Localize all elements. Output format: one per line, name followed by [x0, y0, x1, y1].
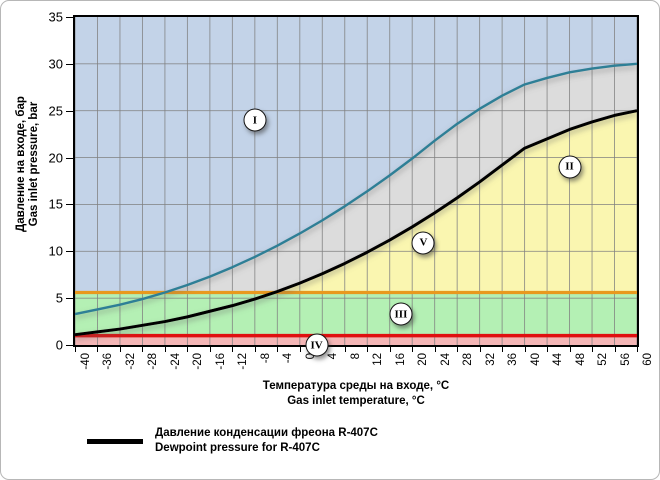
- x-tick-label: -20: [192, 353, 205, 370]
- x-tick-mark: [254, 347, 256, 352]
- x-tick-label: 20: [417, 353, 430, 366]
- y-axis-title-en: Gas inlet pressure, bar: [28, 101, 40, 227]
- y-tick-label: 30: [48, 56, 63, 72]
- y-axis-title: Давление на входе, бар Gas inlet pressur…: [15, 44, 41, 284]
- x-tick-label: -24: [169, 353, 182, 370]
- y-tick-label: 5: [55, 290, 63, 306]
- dewpoint-curve: [75, 109, 637, 337]
- x-tick-label: -16: [214, 353, 227, 370]
- region-IV-red: [75, 335, 637, 345]
- x-tick-label: 48: [574, 353, 587, 366]
- zone-marker-iv: IV: [305, 333, 329, 357]
- x-axis-title-ru: Температура среды на входе, °C: [262, 380, 450, 392]
- y-tick-label: 35: [48, 9, 63, 25]
- x-tick-label: 16: [394, 353, 407, 366]
- x-tick-label: 28: [462, 353, 475, 366]
- x-tick-label: 32: [484, 353, 497, 366]
- y-tick-label: 15: [48, 196, 63, 212]
- x-tick-mark: [524, 347, 526, 352]
- x-tick-mark: [209, 347, 211, 352]
- x-tick-mark: [547, 347, 549, 352]
- x-tick-label: -4: [282, 353, 295, 364]
- x-tick-label: 56: [619, 353, 632, 366]
- y-axis-title-ru: Давление на входе, бар: [15, 96, 27, 232]
- plot-svg: [75, 17, 637, 345]
- x-tick-mark: [187, 347, 189, 352]
- zone-marker-iii: III: [389, 302, 413, 326]
- x-tick-mark: [299, 347, 301, 352]
- x-tick-label: 36: [507, 353, 520, 366]
- x-tick-mark: [344, 347, 346, 352]
- plot-area: [73, 15, 639, 347]
- x-tick-label: 44: [552, 353, 565, 366]
- x-tick-mark: [389, 347, 391, 352]
- y-tick-mark: [66, 298, 73, 300]
- x-axis-title-en: Gas inlet temperature, °C: [287, 395, 425, 407]
- x-tick-mark: [457, 347, 459, 352]
- y-tick-mark: [66, 17, 73, 18]
- zone-marker-ii: II: [558, 155, 582, 179]
- x-tick-label: -12: [237, 353, 250, 370]
- x-tick-label: -8: [259, 353, 272, 364]
- y-tick-label: 20: [48, 150, 63, 166]
- x-tick-mark: [614, 347, 616, 352]
- x-tick-mark: [75, 347, 76, 352]
- x-tick-label: -32: [124, 353, 137, 370]
- legend-label-ru: Давление конденсации фреона R-407C: [155, 427, 378, 439]
- x-tick-mark: [232, 347, 234, 352]
- y-tick-mark: [66, 345, 73, 346]
- y-tick-mark: [66, 204, 73, 206]
- x-tick-label: 4: [327, 353, 340, 360]
- region-III-green: [75, 292, 637, 336]
- x-tick-mark: [479, 347, 481, 352]
- y-tick-mark: [66, 63, 73, 65]
- x-tick-label: 8: [349, 353, 362, 360]
- zone-marker-i: I: [243, 108, 267, 132]
- x-tick-mark: [434, 347, 436, 352]
- x-tick-label: 52: [597, 353, 610, 366]
- x-tick-mark: [97, 347, 99, 352]
- region-II-yellow: [75, 110, 637, 335]
- y-axis: 0 5 10 15 20 25 30 35: [1, 1, 73, 361]
- legend-label: Давление конденсации фреона R-407C Dewpo…: [155, 426, 378, 456]
- x-tick-label: -40: [80, 353, 92, 370]
- x-tick-mark: [592, 347, 594, 352]
- x-tick-mark: [142, 347, 144, 352]
- x-tick-mark: [367, 347, 369, 352]
- y-tick-mark: [66, 110, 73, 112]
- x-tick-label: -28: [147, 353, 160, 370]
- y-tick-label: 10: [48, 243, 63, 259]
- x-tick-label: 24: [439, 353, 452, 366]
- x-tick-mark: [277, 347, 279, 352]
- y-tick-mark: [66, 157, 73, 159]
- legend-label-en: Dewpoint pressure for R-407C: [155, 442, 320, 454]
- y-tick-label: 25: [48, 103, 63, 119]
- x-tick-mark: [637, 347, 638, 352]
- x-tick-label: 60: [642, 353, 654, 366]
- x-tick-label: 40: [529, 353, 542, 366]
- x-axis-title: Температура среды на входе, °C Gas inlet…: [73, 379, 639, 409]
- upper-limit-curve: [75, 62, 637, 316]
- zone-marker-v: V: [411, 231, 435, 255]
- legend: Давление конденсации фреона R-407C Dewpo…: [87, 426, 378, 456]
- x-tick-label: 12: [372, 353, 385, 366]
- x-tick-mark: [119, 347, 121, 352]
- legend-line-swatch: [87, 438, 143, 444]
- x-tick-mark: [412, 347, 414, 352]
- y-tick-label: 0: [55, 337, 63, 353]
- x-tick-mark: [502, 347, 504, 352]
- y-tick-mark: [66, 251, 73, 253]
- x-tick-mark: [164, 347, 166, 352]
- x-tick-label: -36: [102, 353, 115, 370]
- x-tick-mark: [569, 347, 571, 352]
